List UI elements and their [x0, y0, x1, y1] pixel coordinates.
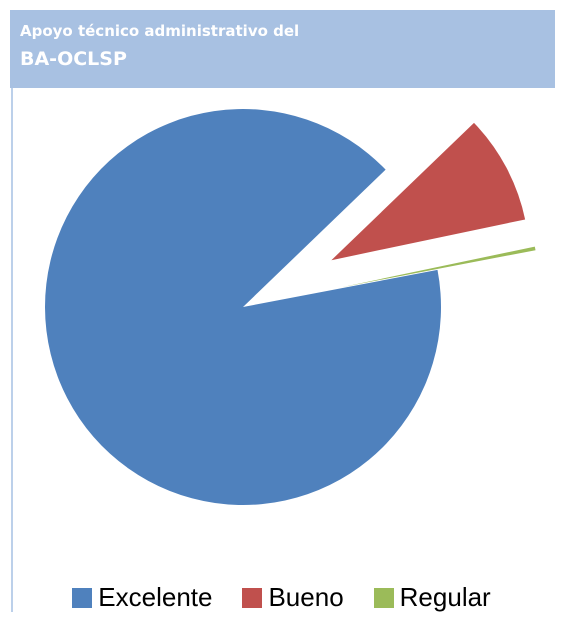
chart-title: Apoyo técnico administrativo del [20, 22, 300, 40]
border [11, 88, 13, 612]
legend-item: Bueno [242, 582, 344, 613]
legend-item: Regular [373, 582, 491, 613]
legend-label: Excelente [98, 582, 213, 612]
legend-item: Excelente [72, 582, 212, 613]
legend-label: Bueno [268, 582, 344, 612]
pie-slice [341, 246, 536, 288]
header: Apoyo técnico administrativo del BA-OCLS… [10, 10, 555, 88]
pie-slice [45, 109, 442, 506]
legend-swatch [242, 587, 263, 608]
legend-label: Regular [399, 582, 491, 612]
legend-swatch [72, 587, 93, 608]
pie-slice [331, 122, 526, 261]
legend-swatch [373, 587, 394, 608]
chart-title: BA-OCLSP [20, 48, 127, 70]
legend: Excelente Bueno Regular [0, 582, 563, 613]
